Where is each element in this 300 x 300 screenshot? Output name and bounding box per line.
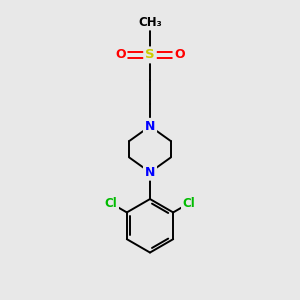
Text: O: O [115, 48, 126, 62]
Text: N: N [145, 120, 155, 133]
Text: O: O [174, 48, 185, 62]
Text: Cl: Cl [183, 197, 196, 210]
Text: S: S [145, 48, 155, 62]
Text: Cl: Cl [104, 197, 117, 210]
Text: N: N [145, 166, 155, 179]
Text: CH₃: CH₃ [138, 16, 162, 29]
